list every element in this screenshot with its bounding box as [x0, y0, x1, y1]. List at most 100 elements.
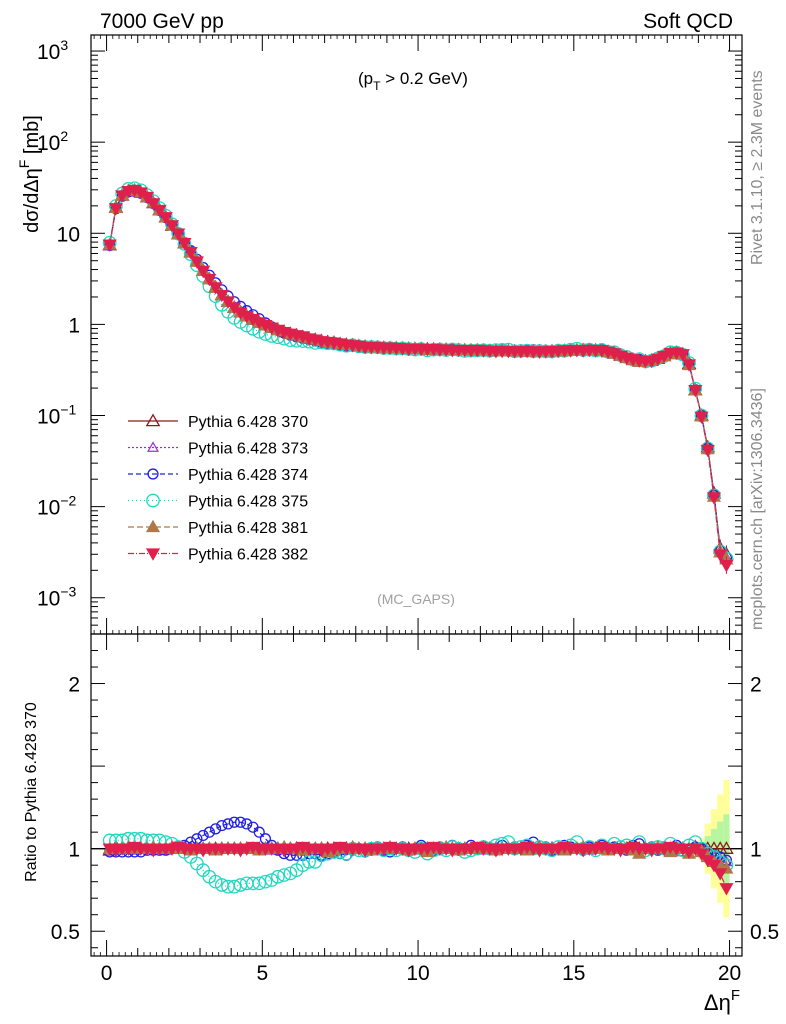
ratio-point-382 [706, 860, 722, 873]
header-right: Soft QCD [643, 10, 733, 33]
legend-marker [145, 413, 161, 427]
data-point-382 [158, 212, 173, 225]
side-text-top: Rivet 3.1.10, ≥ 2.3M events [749, 70, 766, 265]
legend-marker [145, 519, 161, 533]
ratio-y-axis-label: Ratio to Pythia 6.428 370 [23, 702, 40, 882]
legend-item-381: Pythia 6.428 381 [128, 519, 308, 537]
ratio-point-375 [271, 869, 285, 884]
ratio-y-tick-label-right: 0.5 [750, 921, 779, 944]
data-point-382 [146, 198, 161, 211]
data-point-382 [675, 349, 690, 362]
legend-item-375: Pythia 6.428 375 [128, 494, 308, 511]
ratio-point-374 [222, 818, 234, 830]
ratio-point-375 [295, 858, 310, 873]
cut-label: (pT > 0.2 GeV) [358, 69, 468, 93]
ratio-series-group [102, 816, 734, 896]
legend-item-373: Pythia 6.428 373 [128, 441, 308, 458]
main-y-tick-label: 10−3 [37, 584, 77, 611]
ratio-plot-frame [90, 633, 743, 957]
data-point-382 [183, 247, 198, 260]
ratio-point-374 [209, 823, 222, 835]
ratio-panel: 2 2 1 1 0.5 0.5 Ratio to Pythia 6.428 370 [23, 633, 779, 957]
x-tick-label: 20 [718, 962, 741, 985]
main-y-tick-label: 10−1 [37, 402, 77, 429]
main-y-tick-label: 1 [68, 314, 80, 337]
legend-label: Pythia 6.428 373 [188, 441, 308, 458]
ratio-y-tick-label: 1 [68, 839, 80, 862]
data-point-382 [152, 204, 167, 218]
legend-marker [147, 468, 159, 480]
legend-item-370: Pythia 6.428 370 [128, 413, 308, 431]
data-point-382 [700, 444, 715, 458]
data-point-382 [694, 411, 709, 424]
legend-marker [145, 548, 161, 561]
legend-item-382: Pythia 6.428 382 [128, 547, 308, 564]
ratio-y-tick-label: 0.5 [51, 921, 80, 944]
data-point-382 [196, 265, 211, 279]
ratio-point-382 [694, 848, 709, 861]
ratio-point-375 [208, 874, 223, 889]
x-tick-label: 15 [562, 962, 585, 985]
ratio-point-374 [203, 826, 215, 838]
main-y-tick-label: 10 [57, 223, 80, 246]
ratio-y-tick-label-right: 1 [750, 839, 762, 862]
ratio-point-374 [197, 829, 209, 842]
series-382 [102, 184, 734, 574]
main-y-tick-label: 103 [37, 37, 68, 64]
ratio-point-374 [234, 816, 247, 828]
data-point-382 [177, 237, 192, 251]
main-y-axis-label: dσ/dΔηF [mb] [16, 115, 43, 233]
x-tick-label: 10 [406, 962, 429, 985]
main-axis-ticks [91, 35, 743, 635]
data-point-382 [102, 239, 117, 252]
ratio-point-382 [713, 868, 728, 881]
x-tick-label: 5 [256, 962, 268, 985]
x-tick-labels: 0 5 10 15 20 [101, 962, 741, 985]
data-point-382 [214, 289, 229, 303]
data-point-382 [220, 296, 236, 309]
legend-label: Pythia 6.428 374 [188, 467, 308, 484]
legend-label: Pythia 6.428 382 [188, 547, 308, 564]
legend-label: Pythia 6.428 381 [188, 520, 308, 537]
data-point-382 [202, 273, 217, 287]
ratio-point-382 [719, 883, 734, 896]
ratio-point-374 [241, 818, 253, 830]
data-point-382 [164, 220, 180, 233]
data-point-382 [189, 256, 204, 269]
ratio-series-382 [102, 841, 734, 896]
ratio-point-375 [227, 879, 242, 894]
ratio-y-tick-label-right: 2 [750, 674, 762, 697]
data-point-382 [208, 282, 223, 295]
ratio-point-374 [228, 816, 240, 828]
legend-label: Pythia 6.428 375 [188, 494, 308, 511]
ratio-y-tick-label: 2 [68, 674, 80, 697]
data-point-382 [681, 359, 697, 372]
main-y-tick-label: 10−2 [37, 493, 77, 520]
watermark: (MC_GAPS) [377, 591, 455, 607]
data-point-382 [140, 191, 155, 205]
legend-label: Pythia 6.428 370 [188, 414, 308, 431]
ratio-point-375 [264, 873, 279, 887]
legend: Pythia 6.428 370 Pythia 6.428 373 Pythia 6… [128, 413, 308, 564]
ratio-point-375 [283, 866, 298, 881]
legend-marker [147, 441, 159, 452]
data-point-382 [706, 492, 722, 505]
legend-item-374: Pythia 6.428 374 [128, 467, 308, 484]
ratio-point-374 [253, 826, 265, 838]
ratio-point-370 [719, 841, 734, 854]
legend-marker [146, 493, 160, 508]
main-y-tick-label: 102 [37, 128, 68, 155]
x-axis-label: ΔηF [704, 987, 740, 1015]
data-point-382 [108, 203, 123, 216]
x-tick-label: 0 [101, 962, 113, 985]
ratio-point-374 [216, 819, 228, 832]
ratio-point-375 [258, 874, 273, 889]
main-series-group [102, 181, 734, 574]
ratio-point-375 [277, 868, 291, 882]
data-point-382 [115, 190, 130, 203]
side-text-bottom: mcplots.cern.ch [arXiv:1306.3436] [749, 388, 766, 630]
ratio-point-375 [252, 876, 267, 891]
